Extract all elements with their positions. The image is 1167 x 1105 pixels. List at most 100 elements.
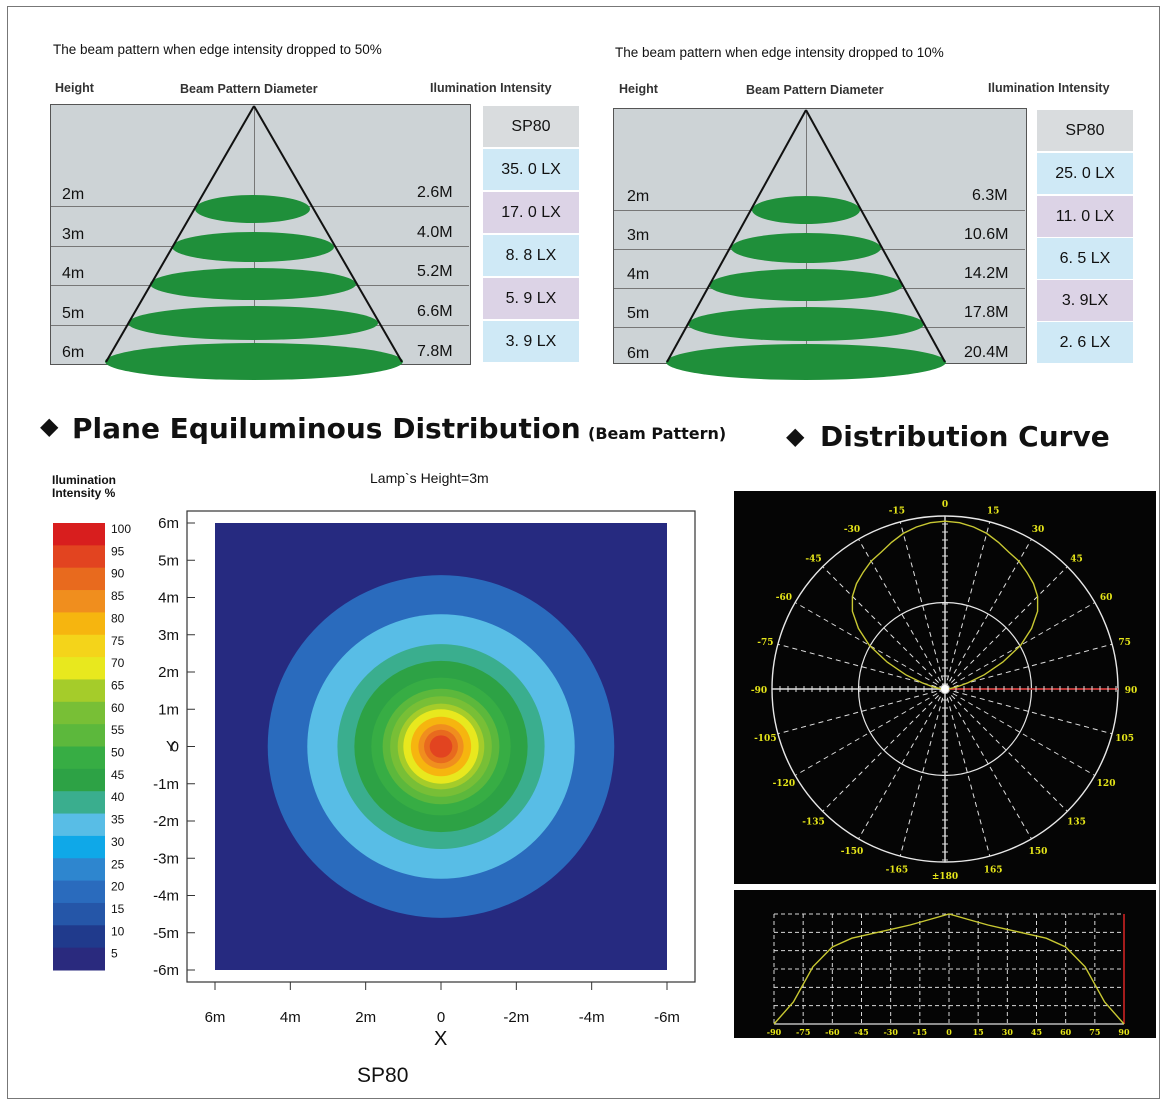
- legend-swatch-10: [53, 925, 105, 949]
- polar-angle-label: 120: [1097, 779, 1116, 789]
- legend-swatch-15: [53, 902, 105, 926]
- legend-label: 65: [111, 678, 125, 692]
- beam-right-ellipse-6m: [666, 344, 946, 380]
- legend-label: 5: [111, 947, 118, 961]
- y-axis-label: Y: [166, 738, 177, 755]
- legend-label: 35: [111, 813, 125, 827]
- beam-right-height: 4m: [627, 266, 650, 283]
- beam-left-cone: [105, 105, 403, 363]
- contour-chart: 6m 4m 2m 0 -2m -4m -6m 6m 5m 4m 3m 2m 1m 0 -1m -2m -3m -4…: [53, 510, 696, 1026]
- beam-left-height-header: Height: [55, 81, 94, 95]
- legend-swatch-85: [53, 590, 105, 613]
- polar-radial-line: [944, 538, 1032, 690]
- beam-right-intensity-header: Ilumination Intensity: [988, 81, 1110, 95]
- legend-label: 80: [111, 611, 125, 625]
- linear-x-tick-label: 75: [1089, 1027, 1100, 1037]
- polar-angle-label: 30: [1032, 525, 1045, 535]
- beam-right-height: 5m: [627, 305, 650, 322]
- polar-radial-line: [899, 521, 946, 690]
- polar-radial-line: [858, 538, 946, 690]
- beam-right-ellipse-5m: [688, 307, 924, 341]
- legend-swatch-40: [53, 791, 105, 815]
- polar-angle-label: 165: [984, 866, 1003, 876]
- polar-radial-line: [944, 688, 991, 857]
- plane-title: Plane Equiluminous Distribution: [72, 412, 581, 445]
- x-tick-label: -2m: [503, 1009, 529, 1026]
- beam-left-title: The beam pattern when edge intensity dro…: [53, 42, 382, 57]
- polar-angle-label: 75: [1118, 638, 1131, 648]
- polar-angle-label: -135: [802, 818, 825, 828]
- beam-left-diameter: 6.6M: [417, 303, 453, 320]
- legend-label: 25: [111, 857, 125, 871]
- beam-left-intensity-cell: 3. 9 LX: [483, 321, 579, 362]
- linear-x-tick-label: -75: [796, 1027, 810, 1037]
- y-tick-label: -5m: [153, 925, 179, 942]
- beam-left-model-cell: SP80: [483, 106, 579, 147]
- polar-radial-line: [944, 688, 1032, 840]
- beam-left-intensity-cell: 17. 0 LX: [483, 192, 579, 233]
- outer-frame: [7, 6, 1160, 1099]
- legend-swatch-25: [53, 858, 105, 882]
- beam-right-height: 2m: [627, 188, 650, 205]
- y-tick-label: 3m: [158, 627, 179, 644]
- plane-bullet-icon: ◆: [40, 413, 59, 440]
- curve-bullet-icon: ◆: [786, 423, 805, 450]
- polar-radial-line: [822, 566, 946, 690]
- y-tick-label: 0: [171, 739, 179, 756]
- beam-right-ellipse-2m: [752, 196, 860, 224]
- linear-distribution-chart: -90 -75 -60 -45 -30 -15 0 15 30 45 60 75 90: [734, 890, 1156, 1038]
- legend-swatch-55: [53, 724, 105, 747]
- polar-angle-label: 45: [1070, 554, 1083, 564]
- legend-swatch-90: [53, 567, 105, 591]
- x-tick-label: -6m: [654, 1009, 680, 1026]
- polar-angle-label: -165: [886, 866, 909, 876]
- beam-right-height-header: Height: [619, 82, 658, 96]
- beam-left-intensity-cell: 8. 8 LX: [483, 235, 579, 276]
- legend-label: 50: [111, 746, 125, 760]
- legend-label: 85: [111, 589, 125, 603]
- linear-x-tick-label: -45: [854, 1027, 868, 1037]
- x-tick-label: -4m: [579, 1009, 605, 1026]
- beam-right-diameter: 10.6M: [964, 226, 1009, 243]
- beam-left-height: 4m: [62, 265, 85, 282]
- polar-radial-line: [777, 688, 946, 735]
- beam-right-diameter: 14.2M: [964, 265, 1009, 282]
- beam-left-diameter: 7.8M: [417, 343, 453, 360]
- polar-angle-label: -45: [805, 554, 821, 564]
- beam-left-ellipse-2m: [195, 195, 310, 223]
- beam-left-height: 2m: [62, 186, 85, 203]
- polar-radial-line: [944, 602, 1096, 690]
- beam-left-intensity-header: Ilumination Intensity: [430, 81, 552, 95]
- polar-radial-line: [777, 643, 946, 690]
- beam-left-height: 6m: [62, 344, 85, 361]
- legend-label: 75: [111, 634, 125, 648]
- legend-swatch-50: [53, 746, 105, 770]
- legend-label: 55: [111, 723, 125, 737]
- beam-left-ellipse-3m: [172, 232, 334, 262]
- linear-x-tick-label: 30: [1002, 1027, 1014, 1037]
- beam-right-diameter: 6.3M: [972, 187, 1008, 204]
- linear-x-tick-label: -90: [767, 1027, 782, 1037]
- y-tick-label: 6m: [158, 515, 179, 532]
- polar-angle-label: 105: [1115, 734, 1134, 744]
- linear-x-tick-label: -15: [913, 1027, 927, 1037]
- legend-swatch-65: [53, 679, 105, 703]
- beam-left-ellipse-6m: [105, 343, 403, 380]
- beam-left-ellipse-5m: [128, 306, 378, 340]
- legend-label: 45: [111, 768, 125, 782]
- beam-right-intensity-cell: 6. 5 LX: [1037, 238, 1133, 279]
- linear-background: [734, 890, 1156, 1038]
- beam-left-diameter: 4.0M: [417, 224, 453, 241]
- legend-label: 40: [111, 790, 125, 804]
- beam-right-ellipse-3m: [731, 233, 881, 263]
- contour-chart-title: Lamp`s Height=3m: [370, 470, 489, 486]
- polar-radial-line: [794, 602, 946, 690]
- polar-angle-label: -150: [841, 847, 864, 857]
- legend-swatch-100: [53, 523, 105, 546]
- y-tick-label: -4m: [153, 888, 179, 905]
- legend-swatch-80: [53, 612, 105, 636]
- beam-right-intensity-cell: 11. 0 LX: [1037, 196, 1133, 237]
- linear-x-tick-label: -60: [825, 1027, 840, 1037]
- linear-intensity-curve: [773, 913, 1125, 1025]
